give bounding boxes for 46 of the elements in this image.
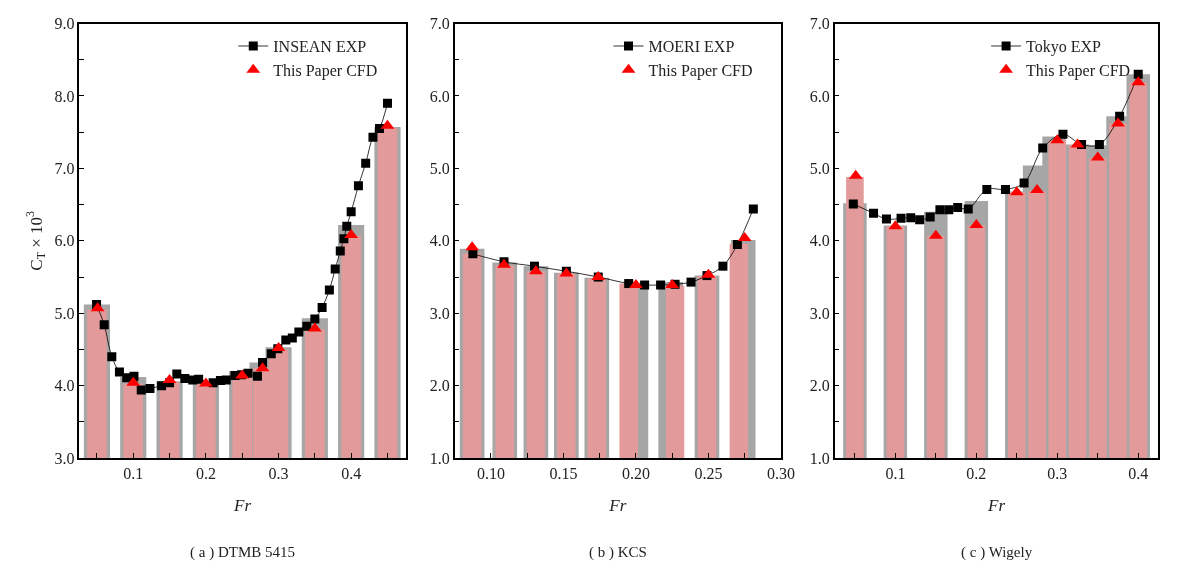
x-tick-label: 0.25 — [694, 465, 723, 483]
y-tick-label: 1.0 — [429, 449, 450, 467]
legend-label: INSEAN EXP — [273, 38, 367, 56]
x-axis-title: Fr — [233, 495, 252, 515]
x-axis-title: Fr — [608, 495, 627, 515]
x-tick-label: 0.2 — [195, 465, 216, 483]
y-tick-label: 6.0 — [429, 87, 450, 105]
y-tick-label: 2.0 — [809, 377, 830, 395]
x-tick-label: 0.15 — [549, 465, 578, 483]
x-tick-label: 0.20 — [621, 465, 650, 483]
y-tick-label: 1.0 — [809, 449, 830, 467]
x-tick-label: 0.2 — [966, 465, 987, 483]
y-tick-label: 6.0 — [809, 87, 830, 105]
legend-label: This Paper CFD — [1026, 62, 1131, 81]
y-tick-label: 7.0 — [429, 15, 450, 33]
y-tick-label: 3.0 — [54, 449, 75, 467]
y-tick-label: 7.0 — [809, 15, 830, 33]
y-tick-label: 7.0 — [54, 160, 75, 177]
legend-label: MOERI EXP — [648, 38, 735, 56]
x-tick-label: 0.3 — [1047, 465, 1068, 483]
y-tick-label: 5.0 — [54, 304, 75, 322]
x-tick-label: 0.3 — [268, 465, 289, 483]
y-tick-label: 6.0 — [54, 232, 75, 250]
x-axis-title: Fr — [987, 495, 1006, 515]
x-tick-label: 0.1 — [885, 465, 906, 483]
y-tick-label: 4.0 — [54, 377, 75, 395]
x-tick-label: 0.4 — [1128, 465, 1149, 483]
x-tick-label: 0.10 — [476, 465, 505, 483]
y-tick-label: 9.0 — [54, 15, 75, 33]
x-tick-label: 0.4 — [341, 465, 362, 483]
x-tick-label: 0.1 — [123, 465, 144, 483]
y-tick-label: 4.0 — [809, 232, 830, 250]
legend-label: This Paper CFD — [273, 62, 378, 81]
legend-label: This Paper CFD — [648, 62, 753, 81]
y-tick-label: 4.0 — [429, 232, 450, 250]
y-tick-label: 5.0 — [429, 159, 450, 177]
text: ( a ) DTMB 5415 — [190, 544, 295, 561]
y-tick-label: 2.0 — [429, 377, 450, 395]
y-tick-label: 5.0 — [809, 159, 830, 177]
y-tick-label: 8.0 — [54, 87, 75, 105]
text: ( c ) Wigely — [961, 544, 1033, 561]
x-tick-label: 0.30 — [766, 465, 795, 483]
text: ( b ) KCS — [589, 544, 647, 561]
y-tick-label: 3.0 — [429, 304, 450, 322]
y-tick-label: 3.0 — [809, 304, 830, 322]
legend-label: Tokyo EXP — [1026, 38, 1102, 57]
